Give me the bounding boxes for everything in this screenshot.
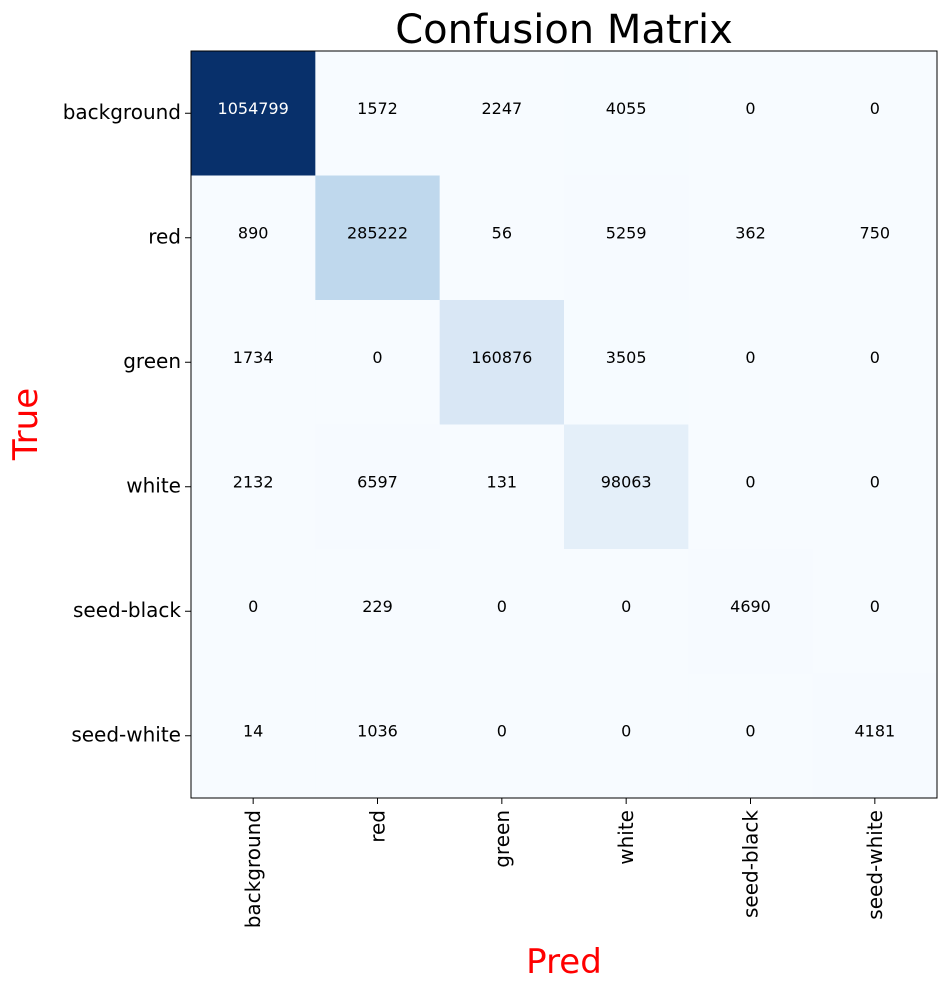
cell-value-seed-black-green: 0 <box>497 597 507 616</box>
y-axis-ticks: background red green white seed-black seed-wh… <box>63 100 191 746</box>
heatmap-cell-white-background <box>191 424 316 550</box>
heatmap-cell-red-red <box>315 175 441 301</box>
chart-title: Confusion Matrix <box>395 7 733 53</box>
heatmap-cells <box>191 51 938 799</box>
heatmap-cell-seed-white-seed-black <box>688 673 814 799</box>
heatmap-cell-values: 1054799 1572 2247 4055 0 0 890 285222 56 5259 362 7… <box>218 99 896 741</box>
cell-value-background-background: 1054799 <box>218 99 289 118</box>
cell-value-red-red: 285222 <box>347 224 408 243</box>
y-tick-label-white: white <box>126 473 181 497</box>
cell-value-white-seed-white: 0 <box>870 473 880 492</box>
cell-value-seed-black-seed-white: 0 <box>870 597 880 616</box>
heatmap-cell-green-white <box>564 300 689 425</box>
heatmap-cell-seed-black-seed-black <box>688 549 814 674</box>
cell-value-white-seed-black: 0 <box>745 473 755 492</box>
plot-frame <box>190 50 938 799</box>
cell-value-green-background: 1734 <box>233 348 274 367</box>
x-tick-label-seed-black: seed-black <box>739 810 763 918</box>
heatmap-cell-green-green <box>439 300 565 425</box>
x-tick-label-white: white <box>614 810 638 865</box>
cell-value-green-red: 0 <box>372 348 382 367</box>
cell-value-red-seed-white: 750 <box>860 224 891 243</box>
cell-value-green-seed-black: 0 <box>745 348 755 367</box>
y-tick-label-seed-white: seed-white <box>71 722 181 746</box>
cell-value-green-green: 160876 <box>471 348 532 367</box>
heatmap-cell-red-seed-black <box>688 175 814 301</box>
cell-value-background-green: 2247 <box>481 99 522 118</box>
cell-value-red-seed-black: 362 <box>735 224 766 243</box>
heatmap-cell-green-background <box>191 300 316 425</box>
x-axis-ticks: background red green white seed-black seed-wh… <box>241 798 887 928</box>
x-tick-label-green: green <box>490 810 514 868</box>
cell-value-seed-black-background: 0 <box>248 597 258 616</box>
heatmap-cell-white-seed-black <box>688 424 814 550</box>
cell-value-green-white: 3505 <box>606 348 647 367</box>
heatmap-cell-red-seed-white <box>812 175 938 301</box>
cell-value-seed-black-white: 0 <box>621 597 631 616</box>
heatmap-cell-seed-white-red <box>315 673 441 799</box>
heatmap-cell-seed-black-red <box>315 549 441 674</box>
heatmap-cell-background-seed-black <box>688 51 814 176</box>
heatmap-cell-green-seed-black <box>688 300 814 425</box>
heatmap-cell-background-seed-white <box>812 51 938 176</box>
heatmap-cell-seed-black-white <box>564 549 689 674</box>
cell-value-seed-white-background: 14 <box>243 722 263 741</box>
cell-value-seed-white-white: 0 <box>621 722 631 741</box>
heatmap-cell-seed-white-background <box>191 673 316 799</box>
heatmap-cell-white-white <box>564 424 689 550</box>
heatmap-cell-red-green <box>439 175 565 301</box>
y-axis-label: True <box>6 388 46 461</box>
cell-value-red-background: 890 <box>238 224 269 243</box>
heatmap-cell-seed-black-green <box>439 549 565 674</box>
y-tick-label-seed-black: seed-black <box>73 598 181 622</box>
heatmap-cell-background-background <box>191 51 316 176</box>
cell-value-seed-white-seed-black: 0 <box>745 722 755 741</box>
cell-value-seed-white-red: 1036 <box>357 722 398 741</box>
heatmap-cell-white-red <box>315 424 441 550</box>
y-tick-label-background: background <box>63 100 181 124</box>
heatmap-cell-background-red <box>315 51 441 176</box>
heatmap-cell-seed-white-white <box>564 673 689 799</box>
heatmap-cell-seed-black-seed-white <box>812 549 938 674</box>
cell-value-seed-black-red: 229 <box>362 597 393 616</box>
heatmap-cell-red-background <box>191 175 316 301</box>
heatmap-cell-seed-white-green <box>439 673 565 799</box>
cell-value-background-red: 1572 <box>357 99 398 118</box>
cell-value-background-seed-white: 0 <box>870 99 880 118</box>
cell-value-seed-black-seed-black: 4690 <box>730 597 771 616</box>
heatmap-cell-green-red <box>315 300 441 425</box>
cell-value-green-seed-white: 0 <box>870 348 880 367</box>
cell-value-background-white: 4055 <box>606 99 647 118</box>
heatmap-cell-background-green <box>439 51 565 176</box>
cell-value-white-red: 6597 <box>357 473 398 492</box>
cell-value-white-background: 2132 <box>233 473 274 492</box>
x-tick-label-background: background <box>241 810 265 928</box>
heatmap-cell-white-green <box>439 424 565 550</box>
cell-value-red-green: 56 <box>492 224 512 243</box>
y-tick-label-red: red <box>148 224 181 248</box>
x-tick-label-red: red <box>366 810 390 843</box>
x-axis-label: Pred <box>526 942 602 982</box>
cell-value-seed-white-green: 0 <box>497 722 507 741</box>
cell-value-red-white: 5259 <box>606 224 647 243</box>
cell-value-white-white: 98063 <box>601 473 652 492</box>
heatmap-cell-background-white <box>564 51 689 176</box>
x-tick-label-seed-white: seed-white <box>863 810 887 920</box>
cell-value-white-green: 131 <box>487 473 518 492</box>
heatmap-cell-seed-black-background <box>191 549 316 674</box>
cell-value-background-seed-black: 0 <box>745 99 755 118</box>
cell-value-seed-white-seed-white: 4181 <box>854 722 895 741</box>
heatmap-cell-white-seed-white <box>812 424 938 550</box>
heatmap-cell-red-white <box>564 175 689 301</box>
y-tick-label-green: green <box>123 349 181 373</box>
heatmap-cell-seed-white-seed-white <box>812 673 938 799</box>
heatmap-cell-green-seed-white <box>812 300 938 425</box>
